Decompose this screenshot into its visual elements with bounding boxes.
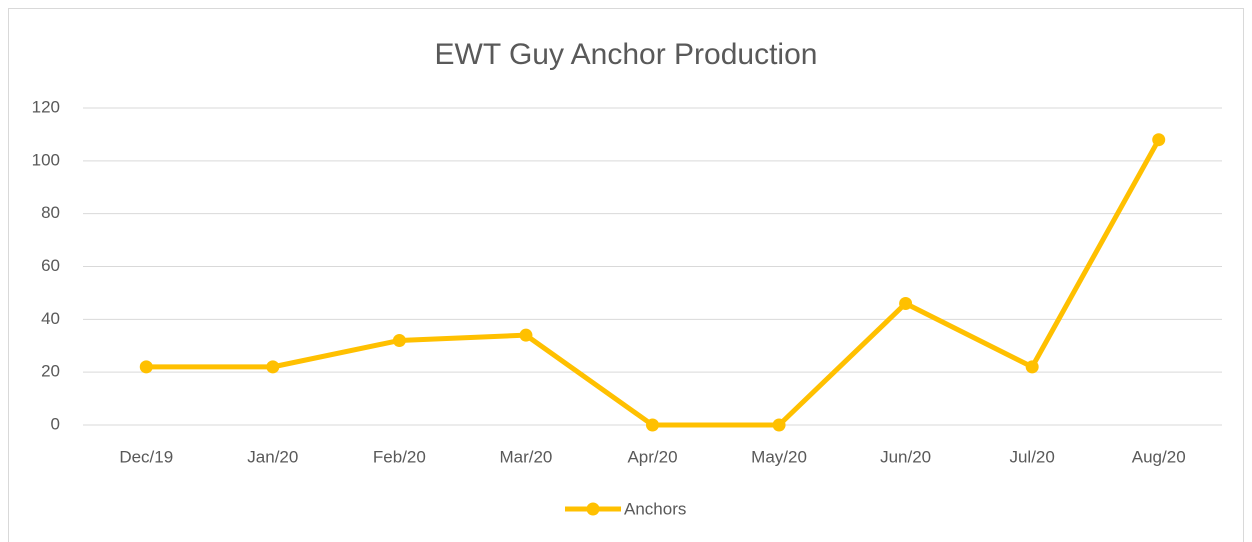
data-point <box>899 296 913 310</box>
data-point <box>1152 133 1166 147</box>
chart-border <box>8 8 1244 542</box>
data-point <box>1025 360 1039 374</box>
data-point <box>646 418 659 432</box>
x-tick-label: Feb/20 <box>373 447 426 466</box>
data-point <box>772 418 786 432</box>
y-tick-label: 0 <box>51 414 60 433</box>
y-tick-label: 40 <box>41 309 60 328</box>
y-tick-label: 100 <box>32 150 60 169</box>
y-tick-label: 80 <box>41 203 60 222</box>
x-tick-label: Jan/20 <box>247 447 298 466</box>
x-tick-label: Jul/20 <box>1009 447 1054 466</box>
x-tick-label: Aug/20 <box>1132 447 1186 466</box>
data-point <box>392 333 406 347</box>
x-tick-label: Dec/19 <box>119 447 173 466</box>
chart-title: EWT Guy Anchor Production <box>435 38 818 71</box>
data-point <box>139 360 153 374</box>
legend-label: Anchors <box>624 499 686 518</box>
x-tick-label: Jun/20 <box>880 447 931 466</box>
legend-marker <box>586 502 600 516</box>
y-tick-label: 120 <box>32 97 60 116</box>
x-tick-label: May/20 <box>751 447 807 466</box>
y-tick-label: 20 <box>41 362 60 381</box>
data-point <box>266 360 280 374</box>
x-tick-label: Mar/20 <box>499 447 552 466</box>
y-tick-label: 60 <box>41 256 60 275</box>
x-tick-label: Apr/20 <box>627 447 677 466</box>
data-point <box>519 328 533 342</box>
